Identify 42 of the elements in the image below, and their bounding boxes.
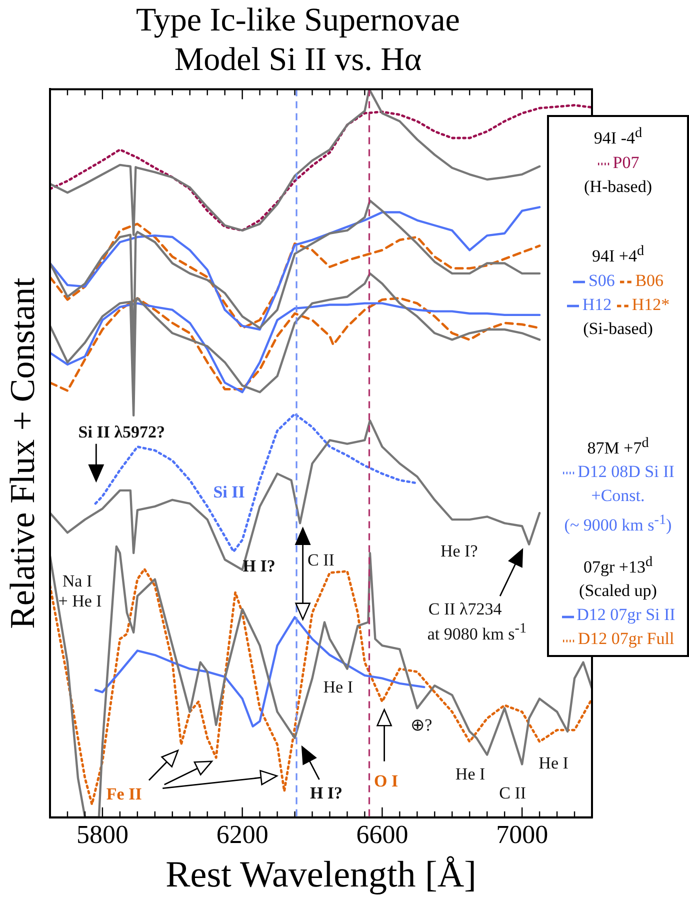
annotation: He I xyxy=(538,753,568,772)
annotation: ⊕? xyxy=(410,715,432,734)
annotation: H I? xyxy=(242,556,276,576)
legend-label: D12 08D Si II xyxy=(578,462,674,482)
annotation: He I xyxy=(455,764,486,784)
chart-title: Type Ic-like Supernovae xyxy=(136,2,460,38)
x-tick-label: 6200 xyxy=(216,820,268,849)
annotation: Si II λ5972? xyxy=(78,422,166,442)
annotation: O I xyxy=(374,771,398,790)
annotation: 94I +4$^{d}$ xyxy=(590,242,646,268)
legend-label: S06 xyxy=(588,270,615,290)
legend-label: P07 xyxy=(612,152,640,172)
legend-label: D12 07gr Si II xyxy=(576,605,676,624)
text: 94I -4$^{d}$ xyxy=(592,124,644,150)
annotation: C II xyxy=(499,783,526,802)
legend-label: B06 xyxy=(635,270,664,290)
annotation: + He I xyxy=(58,592,102,611)
x-tick-label: 6600 xyxy=(356,820,408,849)
annotation: (Scaled up) xyxy=(578,580,658,602)
annotation: C II λ7234 xyxy=(428,600,502,619)
x-tick-label: 5800 xyxy=(76,820,128,849)
annotation: (H-based) xyxy=(583,176,653,198)
x-tick-label: 7000 xyxy=(496,820,548,849)
y-axis-title: Relative Flux + Constant xyxy=(3,277,42,629)
annotation: He I? xyxy=(440,541,478,560)
legend-label: D12 07gr Full xyxy=(578,629,674,648)
legend-label: H12* xyxy=(632,294,670,314)
annotation: (Si-based) xyxy=(582,318,654,340)
annotation: C II xyxy=(308,550,334,570)
x-axis-title: Rest Wavelength [Å] xyxy=(166,854,476,896)
annotation: 87M +7$^{d}$ xyxy=(586,434,650,460)
legend-label: H12 xyxy=(582,294,612,314)
chart-subtitle: Model Si II vs. Hα xyxy=(174,42,422,78)
annotation: Fe II xyxy=(106,784,142,804)
annotation: 07gr +13$^{d}$ xyxy=(582,552,654,578)
annotation: (~ 9000 km s$^{-1}$) xyxy=(563,511,673,537)
annotation: H I? xyxy=(310,783,343,802)
annotation: He I xyxy=(323,678,353,697)
annotation: Si II xyxy=(213,482,245,502)
annotation: Na I xyxy=(62,571,92,590)
annotation: at 9080 km s$^{-1}$ xyxy=(427,620,527,644)
annotation: +Const. xyxy=(590,485,646,508)
